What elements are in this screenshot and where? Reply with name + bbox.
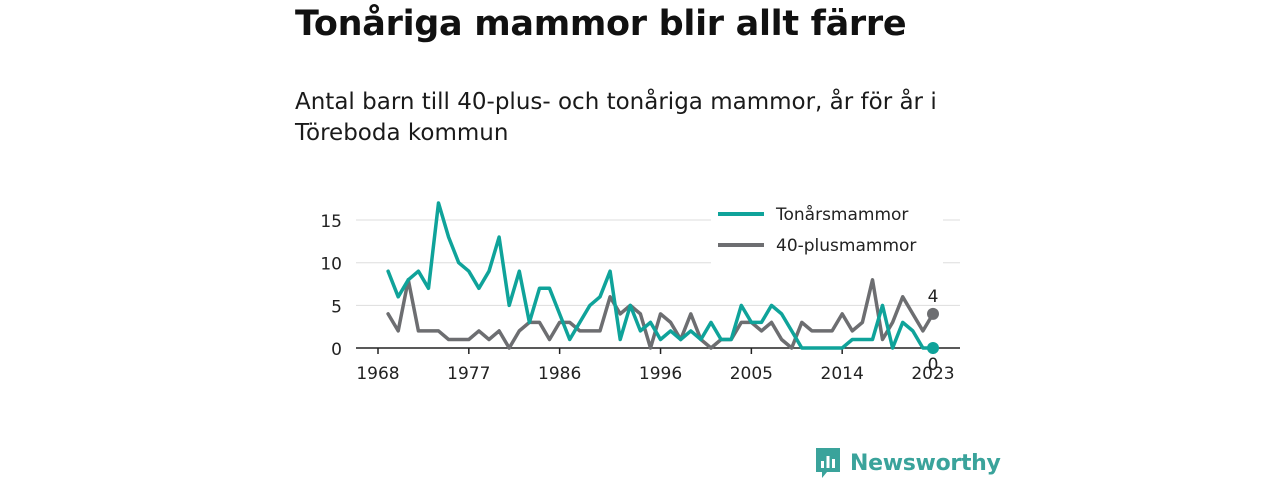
x-tick-label: 2014	[821, 364, 864, 384]
legend-box	[711, 200, 943, 264]
x-tick-label: 1968	[356, 364, 399, 384]
x-tick-label: 1986	[538, 364, 581, 384]
y-tick-label: 10	[320, 255, 342, 275]
logo-text: Newsworthy	[850, 450, 1001, 476]
legend: Tonårsmammor 40-plusmammor	[711, 200, 943, 264]
end-point-0	[927, 342, 939, 354]
newsworthy-logo: Newsworthy	[814, 446, 1001, 480]
series-line-1	[386, 278, 935, 350]
legend-label-0: Tonårsmammor	[775, 204, 908, 225]
series-line-0	[386, 201, 935, 350]
chart-title: Tonåriga mammor blir allt färre	[295, 4, 907, 44]
newsworthy-logo-icon	[816, 448, 840, 478]
end-point-1	[927, 307, 939, 320]
y-axis-ticks: 0 5 10 15	[320, 212, 342, 360]
y-tick-label: 5	[331, 297, 342, 317]
end-label-0: 0	[928, 355, 939, 375]
x-tick-label: 2005	[730, 364, 773, 384]
series-lines	[386, 201, 935, 350]
y-tick-label: 15	[320, 212, 342, 232]
chart-subtitle: Antal barn till 40-plus- och tonåriga ma…	[295, 89, 937, 146]
legend-label-1: 40-plusmammor	[776, 236, 916, 256]
end-label-1: 4	[928, 287, 939, 307]
end-labels: 40	[927, 287, 939, 375]
x-axis: 1968 1977 1986 1996 2005 2014 2023	[356, 347, 960, 384]
x-tick-label: 2023	[911, 364, 954, 384]
x-tick-label: 1977	[447, 364, 490, 384]
y-tick-label: 0	[331, 340, 342, 360]
x-tick-label: 1996	[639, 364, 682, 384]
